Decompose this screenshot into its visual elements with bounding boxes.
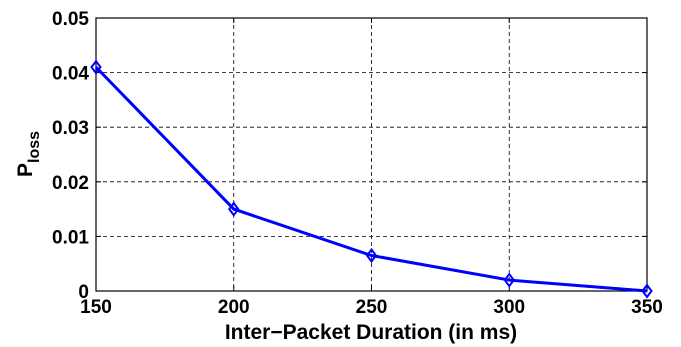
y-tick-label: 0.04 bbox=[52, 64, 89, 85]
x-tick-label: 350 bbox=[631, 297, 663, 318]
grid-lines bbox=[96, 18, 647, 291]
series-line bbox=[94, 66, 648, 293]
y-tick-label: 0.01 bbox=[52, 227, 89, 248]
data-point-marker bbox=[365, 247, 378, 264]
data-point-marker bbox=[228, 201, 240, 217]
y-axis-title-sub: loss bbox=[26, 131, 43, 163]
x-tick-label: 200 bbox=[218, 297, 250, 318]
x-tick-label: 150 bbox=[80, 297, 112, 318]
y-axis-ticks: 0 0.01 0.02 0.03 0.04 0.05 bbox=[52, 9, 647, 303]
data-point-marker bbox=[641, 283, 653, 299]
x-tick-label: 250 bbox=[356, 297, 388, 318]
data-point-marker bbox=[503, 272, 515, 288]
x-axis-title: Inter−Packet Duration (in ms) bbox=[225, 321, 517, 344]
y-tick-label: 0 bbox=[78, 282, 89, 303]
y-tick-label: 0.05 bbox=[52, 9, 89, 30]
series-group bbox=[90, 59, 653, 299]
x-tick-label: 300 bbox=[493, 297, 525, 318]
x-axis-ticks: 150 200 250 300 350 bbox=[80, 18, 663, 318]
y-tick-label: 0.03 bbox=[52, 118, 89, 139]
y-axis-title-main: P bbox=[14, 163, 37, 177]
data-point-marker bbox=[90, 59, 102, 75]
y-tick-label: 0.02 bbox=[52, 173, 89, 194]
y-axis-title: Ploss bbox=[14, 131, 43, 177]
